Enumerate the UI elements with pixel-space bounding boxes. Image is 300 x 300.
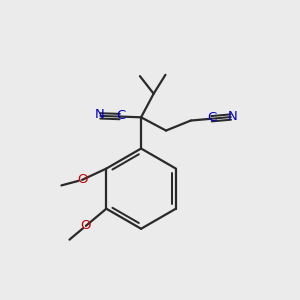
Text: C: C	[207, 111, 216, 124]
Text: O: O	[77, 173, 87, 186]
Text: O: O	[81, 219, 91, 232]
Text: C: C	[116, 109, 125, 122]
Text: N: N	[94, 109, 104, 122]
Text: N: N	[227, 110, 237, 123]
